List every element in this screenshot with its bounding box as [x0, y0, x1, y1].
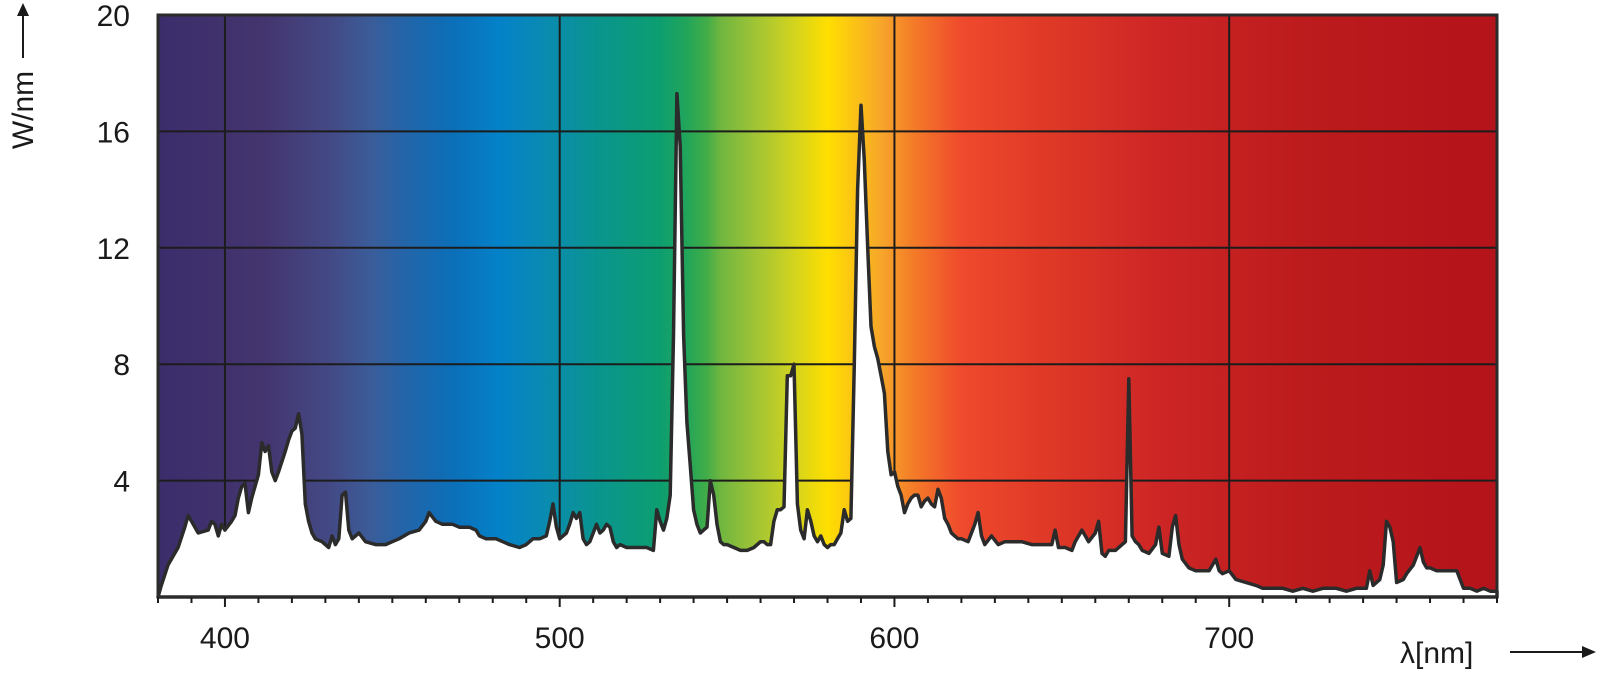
y-tick-label-8: 8 — [113, 349, 130, 382]
x-axis: 400 500 600 700 — [157, 597, 1498, 655]
grid-lines — [158, 15, 1497, 597]
series-area — [156, 91, 1499, 599]
x-tick-label-700: 700 — [1204, 622, 1254, 655]
y-tick-label-12: 12 — [97, 233, 130, 266]
y-axis-arrow — [17, 3, 29, 58]
x-tick-label-600: 600 — [869, 622, 919, 655]
plot-background — [158, 15, 1497, 597]
x-tick-label-400: 400 — [200, 622, 250, 655]
y-tick-label-4: 4 — [113, 466, 130, 499]
x-tick-label-500: 500 — [535, 622, 585, 655]
x-axis-arrow — [1510, 646, 1596, 658]
x-axis-title: λ[nm] — [1400, 637, 1473, 670]
y-axis: 4 8 12 16 20 — [97, 0, 130, 499]
y-axis-title: W/nm — [7, 71, 40, 149]
y-tick-label-20: 20 — [97, 0, 130, 33]
y-tick-label-16: 16 — [97, 116, 130, 149]
